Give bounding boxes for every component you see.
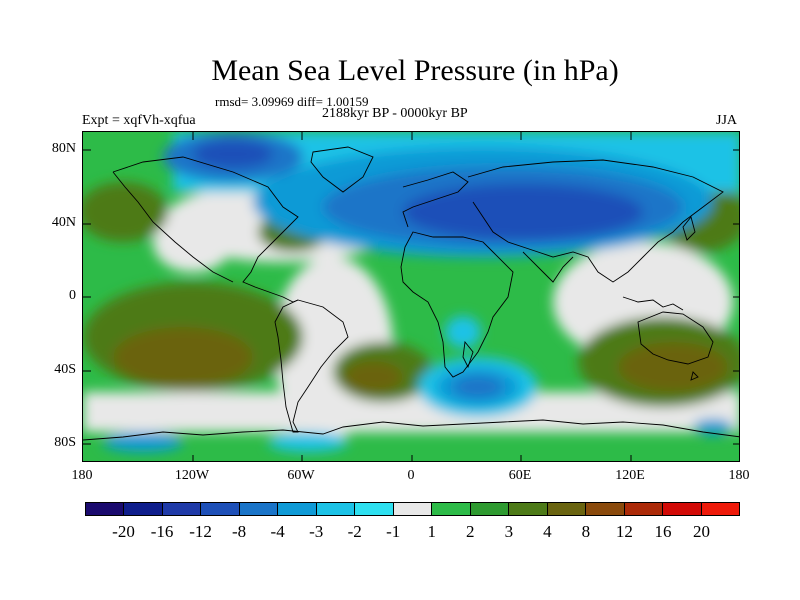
colorbar-label: -1 [386, 522, 401, 541]
colorbar-label: -12 [189, 522, 212, 541]
colorbar-swatch [124, 503, 163, 515]
stats-text: rmsd= 3.09969 diff= 1.00159 [215, 94, 369, 109]
colorbar-swatch [201, 503, 240, 515]
colorbar-swatch [393, 503, 433, 515]
lon-label-180w: 180 [71, 468, 93, 483]
colorbar-label: 12 [615, 522, 633, 541]
colorbar-label: -2 [347, 522, 362, 541]
colorbar-swatch [355, 503, 394, 515]
colorbar-labels: -20 -16 -12 -8 -4 -3 -2 -1 1 2 3 4 8 12 16 20 [0, 522, 800, 546]
colorbar-label: 20 [692, 522, 710, 541]
lon-label-0: 0 [407, 468, 415, 483]
colorbar-label: 1 [427, 522, 437, 541]
colorbar-label: 8 [581, 522, 591, 541]
colorbar-swatch [470, 503, 510, 515]
colorbar-swatch [239, 503, 279, 515]
lat-label-80s: 80S [54, 435, 76, 450]
colorbar-label: 3 [504, 522, 514, 541]
lat-label-40n: 40N [51, 215, 76, 230]
season-label: JJA [716, 113, 738, 128]
colorbar-label: -16 [150, 522, 174, 541]
chart-title: Mean Sea Level Pressure (in hPa) [211, 54, 619, 87]
axis-ticks [83, 132, 739, 461]
colorbar [85, 502, 740, 516]
map-plot [82, 131, 740, 462]
colorbar-label: -3 [309, 522, 324, 541]
colorbar-swatch [624, 503, 664, 515]
colorbar-label: 2 [466, 522, 475, 541]
coastlines [83, 146, 739, 441]
colorbar-label: -8 [232, 522, 247, 541]
colorbar-label: -20 [112, 522, 135, 541]
colorbar-swatch [86, 503, 125, 515]
lon-label-120e: 120E [615, 468, 645, 483]
lat-label-40s: 40S [54, 362, 76, 377]
colorbar-swatch [278, 503, 317, 515]
lon-label-60w: 60W [287, 468, 315, 483]
period-text: 2188kyr BP - 0000kyr BP [322, 106, 468, 121]
lon-label-180e: 180 [728, 468, 750, 483]
colorbar-label: 4 [543, 522, 552, 541]
colorbar-label: -4 [270, 522, 285, 541]
map-svg [83, 132, 739, 461]
colorbar-swatch [663, 503, 702, 515]
lat-label-0: 0 [69, 288, 76, 303]
colorbar-swatch [547, 503, 587, 515]
colorbar-swatch [432, 503, 471, 515]
colorbar-label: 16 [654, 522, 672, 541]
colorbar-swatch [162, 503, 202, 515]
lon-label-120w: 120W [174, 468, 210, 483]
colorbar-swatch [701, 503, 739, 515]
experiment-label: Expt = xqfVh-xqfua [82, 113, 196, 128]
colorbar-swatch [509, 503, 548, 515]
lon-label-60e: 60E [508, 468, 532, 483]
colorbar-swatch [586, 503, 625, 515]
colorbar-swatch [316, 503, 356, 515]
lat-label-80n: 80N [51, 141, 76, 156]
